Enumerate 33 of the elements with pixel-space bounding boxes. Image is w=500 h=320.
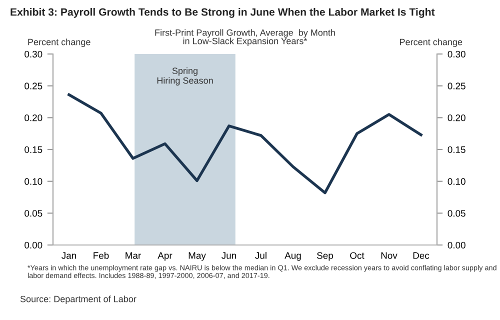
y-axis-title: Percent change [28, 38, 90, 47]
x-tick-label: Jul [255, 252, 266, 259]
line-series [68, 93, 422, 194]
x-tick-label: Dec [413, 252, 430, 259]
chart-title: Exhibit 3: Payroll Growth Tends to Be Strong in June When the Labor Market Is Tight [10, 8, 435, 18]
x-tick-label: Aug [284, 252, 301, 261]
y-tick-label: 0.15 [24, 146, 42, 154]
x-tick-label: Jan [62, 252, 76, 259]
y-tick-label: 0.05 [24, 210, 42, 217]
y-tick-label: 0.10 [24, 178, 42, 185]
x-tick-label: Sep [317, 252, 334, 261]
source-note: Source: Department of Labor [20, 296, 136, 304]
x-tick-label: Mar [126, 252, 141, 259]
x-tick-label: Apr [158, 252, 172, 261]
x-tick-label: May [188, 252, 206, 261]
y2-tick-label: 0.20 [448, 114, 466, 122]
y-tick-label: 0.20 [24, 114, 42, 122]
y2-tick-label: 0.30 [448, 50, 466, 58]
y-tick-label: 0.25 [24, 82, 42, 90]
x-tick-label: Nov [381, 252, 398, 259]
y2-axis-title: Percent change [400, 38, 462, 47]
y2-tick-label: 0.10 [448, 178, 466, 185]
y2-tick-label: 0.15 [448, 146, 466, 154]
y-tick-label: 0.30 [24, 50, 42, 58]
x-tick-label: Jun [222, 252, 236, 259]
y2-tick-label: 0.25 [448, 82, 466, 90]
y-tick-label: 0.00 [24, 242, 42, 249]
band-label: Spring Hiring Season [157, 67, 213, 86]
y2-tick-label: 0.00 [448, 242, 466, 249]
x-tick-label: Feb [94, 252, 109, 259]
x-tick-label: Oct [350, 252, 364, 259]
chart-subtitle: First-Print Payroll Growth, Average by Month in Low-Slack Expansion Years* [155, 29, 335, 46]
y2-tick-label: 0.05 [448, 210, 466, 217]
